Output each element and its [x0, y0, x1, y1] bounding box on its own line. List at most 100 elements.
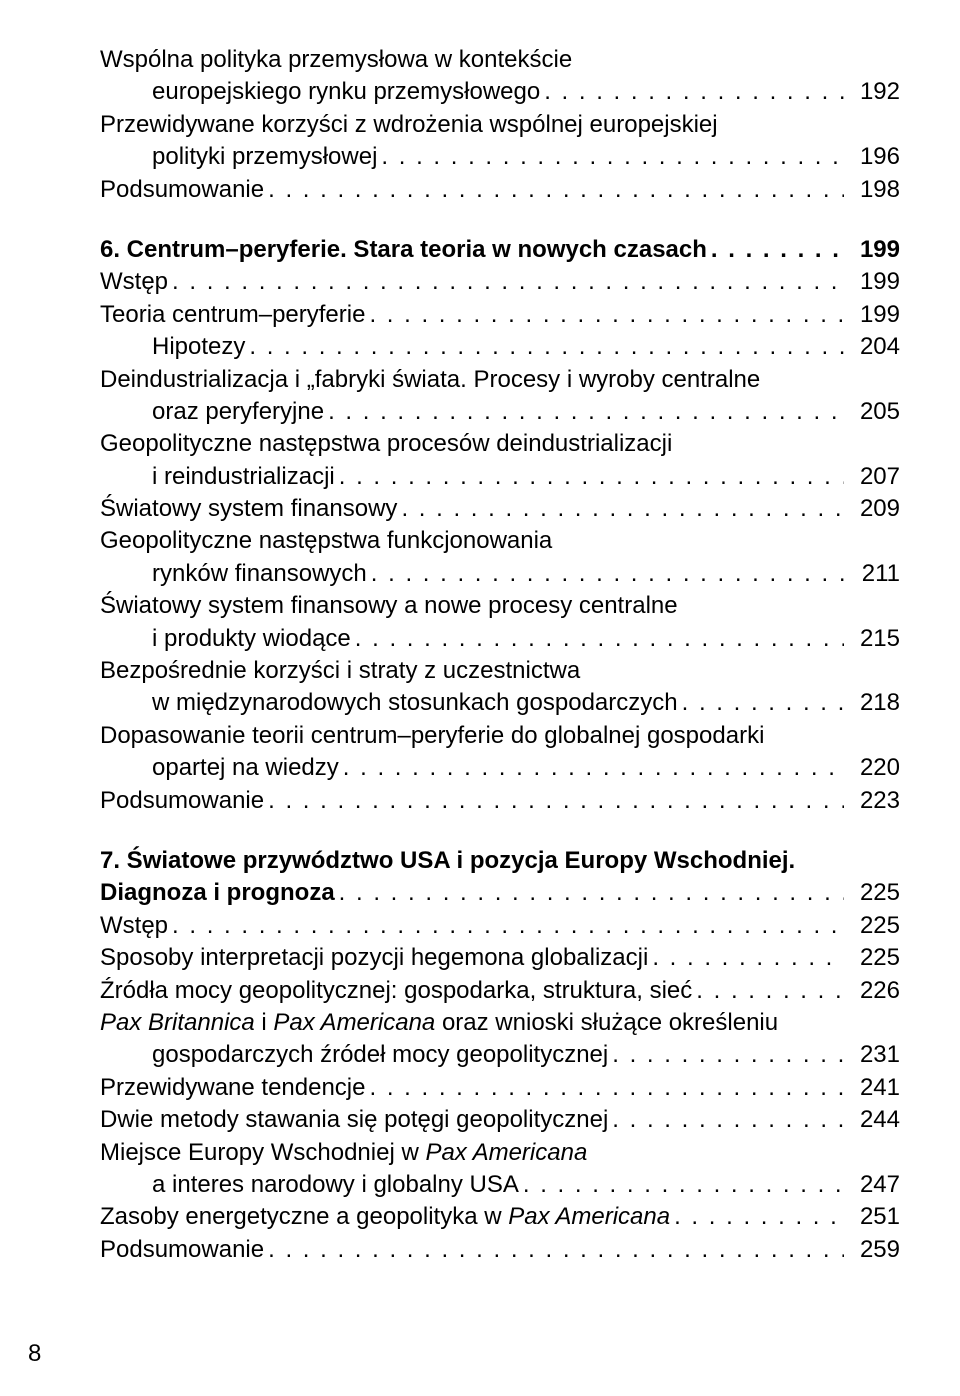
toc-entry: Wstęp. . . . . . . . . . . . . . . . . .… — [100, 910, 900, 942]
toc-entry-page: 196 — [844, 141, 900, 173]
toc-entry: europejskiego rynku przemysłowego. . . .… — [100, 76, 900, 108]
toc-entry-label: Hipotezy — [152, 331, 245, 363]
toc-entry-page: 225 — [844, 910, 900, 942]
toc-entry: Dwie metody stawania się potęgi geopolit… — [100, 1104, 900, 1136]
toc-entry-page: 199 — [844, 266, 900, 298]
toc-entry-line: Geopolityczne następstwa procesów deindu… — [100, 428, 900, 460]
toc-leader-dots: . . . . . . . . . . . . . . . . . . . . … — [168, 910, 844, 942]
toc-leader-dots: . . . . . . . . . . . . . . . . . . . . … — [519, 1169, 844, 1201]
toc-entry-label: Wstęp — [100, 266, 168, 298]
toc-entry: a interes narodowy i globalny USA. . . .… — [100, 1169, 900, 1201]
toc-entry-label: Miejsce Europy Wschodniej w Pax American… — [100, 1137, 587, 1169]
toc-entry-label: gospodarczych źródeł mocy geopolitycznej — [152, 1039, 608, 1071]
toc-leader-dots: . . . . . . . . . . . . . . . . . . . . … — [608, 1104, 844, 1136]
toc-leader-dots: . . . . . . . . . . . . . . . . . . . . … — [648, 942, 844, 974]
toc-entry-label: Źródła mocy geopolitycznej: gospodarka, … — [100, 975, 692, 1007]
toc-entry-label: Podsumowanie — [100, 785, 264, 817]
toc-leader-dots: . . . . . . . . . . . . . . . . . . . . … — [264, 174, 844, 206]
toc-entry-label: europejskiego rynku przemysłowego — [152, 76, 540, 108]
toc-entry-page: 205 — [844, 396, 900, 428]
toc-entry-page: 226 — [844, 975, 900, 1007]
toc-leader-dots: . . . . . . . . . . . . . . . . . . . . … — [692, 975, 844, 1007]
toc-leader-dots: . . . . . . . . . . . . . . . . . . . . … — [367, 558, 844, 590]
toc-entry-line: Wspólna polityka przemysłowa w kontekści… — [100, 44, 900, 76]
toc-leader-dots: . . . . . . . . . . . . . . . . . . . . … — [608, 1039, 844, 1071]
toc-entry: Diagnoza i prognoza. . . . . . . . . . .… — [100, 877, 900, 909]
toc-entry-label: rynków finansowych — [152, 558, 367, 590]
toc-entry-line: Deindustrializacja i „fabryki świata. Pr… — [100, 364, 900, 396]
page-container: Wspólna polityka przemysłowa w kontekści… — [0, 0, 960, 1396]
toc-entry-page: 220 — [844, 752, 900, 784]
toc-leader-dots: . . . . . . . . . . . . . . . . . . . . … — [540, 76, 844, 108]
toc-leader-dots: . . . . . . . . . . . . . . . . . . . . … — [339, 752, 844, 784]
toc-entry: Hipotezy. . . . . . . . . . . . . . . . … — [100, 331, 900, 363]
toc-entry-page: 251 — [844, 1201, 900, 1233]
toc-entry-label: Zasoby energetyczne a geopolityka w Pax … — [100, 1201, 670, 1233]
toc-entry: Wstęp. . . . . . . . . . . . . . . . . .… — [100, 266, 900, 298]
toc-entry-label: Światowy system finansowy a nowe procesy… — [100, 590, 678, 622]
toc-leader-dots: . . . . . . . . . . . . . . . . . . . . … — [678, 687, 844, 719]
toc-entry: opartej na wiedzy. . . . . . . . . . . .… — [100, 752, 900, 784]
toc-entry: i reindustrializacji. . . . . . . . . . … — [100, 461, 900, 493]
toc-entry-page: 204 — [844, 331, 900, 363]
toc-gap — [100, 206, 900, 234]
toc-leader-dots: . . . . . . . . . . . . . . . . . . . . … — [335, 461, 844, 493]
page-number: 8 — [28, 1340, 41, 1368]
toc-entry-page: 199 — [844, 299, 900, 331]
toc-entry-page: 198 — [844, 174, 900, 206]
toc-entry: gospodarczych źródeł mocy geopolitycznej… — [100, 1039, 900, 1071]
toc-entry-label: 6. Centrum–peryferie. Stara teoria w now… — [100, 234, 707, 266]
toc-entry-page: 199 — [844, 234, 900, 266]
toc-leader-dots: . . . . . . . . . . . . . . . . . . . . … — [168, 266, 844, 298]
toc-entry: Podsumowanie. . . . . . . . . . . . . . … — [100, 174, 900, 206]
toc-leader-dots: . . . . . . . . . . . . . . . . . . . . … — [264, 785, 844, 817]
toc-entry-label: i produkty wiodące — [152, 623, 351, 655]
toc-entry-page: 223 — [844, 785, 900, 817]
toc-entry: rynków finansowych. . . . . . . . . . . … — [100, 558, 900, 590]
toc-leader-dots: . . . . . . . . . . . . . . . . . . . . … — [366, 1072, 845, 1104]
toc-entry-page: 241 — [844, 1072, 900, 1104]
toc-entry-label: opartej na wiedzy — [152, 752, 339, 784]
toc-entry: Przewidywane tendencje. . . . . . . . . … — [100, 1072, 900, 1104]
toc-leader-dots: . . . . . . . . . . . . . . . . . . . . … — [264, 1234, 844, 1266]
toc-entry-label: Dopasowanie teorii centrum–peryferie do … — [100, 720, 764, 752]
toc-leader-dots: . . . . . . . . . . . . . . . . . . . . … — [377, 141, 844, 173]
toc-entry-line: Przewidywane korzyści z wdrożenia wspóln… — [100, 109, 900, 141]
toc-entry-label: w międzynarodowych stosunkach gospodarcz… — [152, 687, 678, 719]
toc-entry: 6. Centrum–peryferie. Stara teoria w now… — [100, 234, 900, 266]
toc-leader-dots: . . . . . . . . . . . . . . . . . . . . … — [351, 623, 844, 655]
toc-entry-label: Podsumowanie — [100, 174, 264, 206]
toc-entry-label: Sposoby interpretacji pozycji hegemona g… — [100, 942, 648, 974]
toc-entry-label: Diagnoza i prognoza — [100, 877, 335, 909]
toc-entry-label: Pax Britannica i Pax Americana oraz wnio… — [100, 1007, 778, 1039]
toc-leader-dots: . . . . . . . . . . . . . . . . . . . . … — [397, 493, 844, 525]
toc-entry-label: Wstęp — [100, 910, 168, 942]
toc-entry-label: Deindustrializacja i „fabryki świata. Pr… — [100, 364, 760, 396]
toc-entry: Zasoby energetyczne a geopolityka w Pax … — [100, 1201, 900, 1233]
toc-entry-label: polityki przemysłowej — [152, 141, 377, 173]
toc-entry: i produkty wiodące. . . . . . . . . . . … — [100, 623, 900, 655]
toc-leader-dots: . . . . . . . . . . . . . . . . . . . . … — [335, 877, 844, 909]
toc-entry: Podsumowanie. . . . . . . . . . . . . . … — [100, 1234, 900, 1266]
toc-gap — [100, 817, 900, 845]
toc-entry: oraz peryferyjne. . . . . . . . . . . . … — [100, 396, 900, 428]
toc-entry-line: Geopolityczne następstwa funkcjonowania — [100, 525, 900, 557]
toc-entry-label: Teoria centrum–peryferie — [100, 299, 365, 331]
toc-entry-line: Miejsce Europy Wschodniej w Pax American… — [100, 1137, 900, 1169]
toc-entry-line: Dopasowanie teorii centrum–peryferie do … — [100, 720, 900, 752]
toc-entry-line: Pax Britannica i Pax Americana oraz wnio… — [100, 1007, 900, 1039]
toc-entry-page: 244 — [844, 1104, 900, 1136]
toc-entry-label: Geopolityczne następstwa funkcjonowania — [100, 525, 552, 557]
toc-entry-page: 192 — [844, 76, 900, 108]
toc-leader-dots: . . . . . . . . . . . . . . . . . . . . … — [670, 1201, 844, 1233]
toc-entry-page: 225 — [844, 877, 900, 909]
toc-entry-label: Bezpośrednie korzyści i straty z uczestn… — [100, 655, 580, 687]
toc-entry-label: Wspólna polityka przemysłowa w kontekści… — [100, 44, 572, 76]
toc-entry-label: a interes narodowy i globalny USA — [152, 1169, 519, 1201]
toc-entry-line: Światowy system finansowy a nowe procesy… — [100, 590, 900, 622]
toc-entry-label: 7. Światowe przywództwo USA i pozycja Eu… — [100, 845, 795, 877]
toc-entry-line: Bezpośrednie korzyści i straty z uczestn… — [100, 655, 900, 687]
toc-leader-dots: . . . . . . . . . . . . . . . . . . . . … — [324, 396, 844, 428]
toc-entry-label: Podsumowanie — [100, 1234, 264, 1266]
toc-entry: Źródła mocy geopolitycznej: gospodarka, … — [100, 975, 900, 1007]
